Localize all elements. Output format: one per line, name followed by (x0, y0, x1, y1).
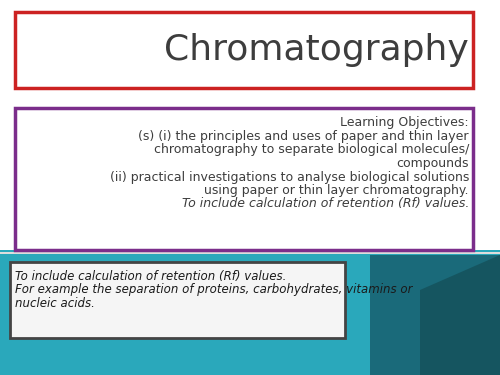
Text: (s) (i) the principles and uses of paper and thin layer: (s) (i) the principles and uses of paper… (138, 130, 469, 143)
Polygon shape (370, 255, 500, 375)
FancyBboxPatch shape (15, 12, 473, 88)
Text: chromatography to separate biological molecules/: chromatography to separate biological mo… (154, 144, 469, 156)
Polygon shape (420, 255, 500, 375)
Text: Chromatography: Chromatography (164, 33, 469, 67)
Text: using paper or thin layer chromatography.: using paper or thin layer chromatography… (204, 184, 469, 197)
Text: compounds: compounds (396, 157, 469, 170)
Text: nucleic acids.: nucleic acids. (15, 297, 95, 310)
Text: To include calculation of retention (Rf) values.: To include calculation of retention (Rf)… (182, 198, 469, 210)
Text: To include calculation of retention (Rf) values.: To include calculation of retention (Rf)… (15, 270, 286, 283)
Bar (0, 252, 500, 254)
Bar (0, 0, 500, 255)
Text: For example the separation of proteins, carbohydrates, vitamins or: For example the separation of proteins, … (15, 284, 412, 297)
FancyBboxPatch shape (10, 262, 345, 338)
FancyBboxPatch shape (15, 108, 473, 250)
Bar (0, 250, 500, 375)
Text: Learning Objectives:: Learning Objectives: (340, 116, 469, 129)
Text: (ii) practical investigations to analyse biological solutions: (ii) practical investigations to analyse… (110, 171, 469, 183)
